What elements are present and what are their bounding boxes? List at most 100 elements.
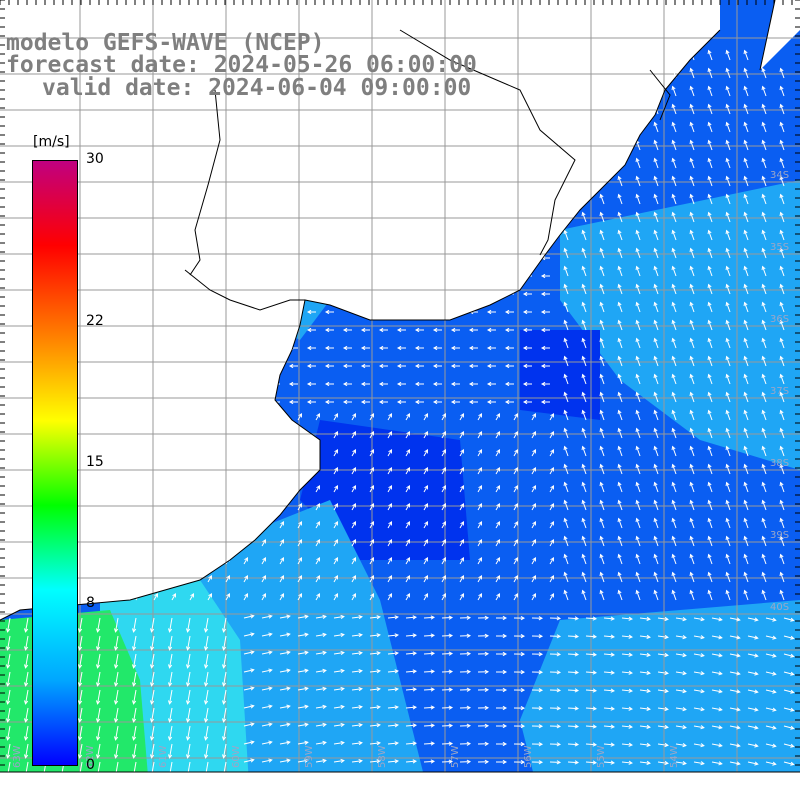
- wind-arrow: [405, 503, 411, 511]
- wind-arrow: [635, 427, 641, 439]
- wind-arrow: [725, 499, 731, 511]
- wind-arrow: [725, 337, 731, 349]
- wind-arrow: [351, 539, 357, 547]
- wind-arrow: [653, 337, 659, 349]
- wind-arrow: [747, 707, 759, 712]
- wind-arrow: [243, 614, 255, 619]
- wind-arrow: [617, 571, 623, 583]
- wind-arrow: [549, 539, 555, 547]
- wind-arrow: [369, 633, 381, 638]
- wind-arrow: [725, 553, 731, 565]
- wind-arrow: [675, 689, 687, 694]
- wind-arrow: [23, 653, 29, 669]
- wind-arrow: [617, 301, 623, 313]
- wind-arrow: [396, 345, 406, 351]
- wind-arrow: [603, 688, 615, 693]
- wind-arrow: [783, 689, 795, 694]
- wind-arrow: [549, 688, 562, 693]
- wind-arrow: [378, 381, 388, 387]
- wind-arrow: [581, 409, 587, 421]
- wind-arrow: [315, 413, 321, 421]
- wind-arrow: [306, 309, 316, 315]
- wind-arrow: [261, 539, 267, 547]
- wind-arrow: [621, 760, 633, 765]
- wind-arrow: [131, 689, 137, 705]
- wind-arrow: [585, 688, 598, 693]
- wind-arrow: [387, 593, 393, 601]
- wind-arrow: [405, 651, 418, 656]
- wind-arrow: [369, 593, 375, 601]
- wind-arrow: [351, 557, 357, 565]
- wind-arrow: [635, 553, 641, 565]
- wind-arrow: [653, 103, 659, 115]
- wind-arrow: [423, 669, 436, 674]
- wind-arrow: [423, 431, 429, 439]
- wind-arrow: [707, 67, 713, 79]
- wind-arrow: [761, 229, 767, 241]
- wind-arrow: [495, 615, 508, 621]
- wind-arrow: [563, 427, 569, 439]
- wind-arrow: [581, 229, 587, 241]
- wind-arrow: [441, 485, 447, 493]
- wind-arrow: [333, 686, 345, 692]
- wind-arrow: [522, 291, 532, 297]
- wind-arrow: [707, 553, 713, 565]
- wind-arrow: [635, 445, 641, 457]
- wind-arrow: [315, 593, 321, 601]
- wind-arrow: [369, 485, 375, 493]
- wind-arrow: [747, 671, 759, 676]
- wind-arrow: [783, 635, 795, 640]
- wind-arrow: [653, 319, 659, 331]
- wind-arrow: [540, 273, 550, 279]
- wind-arrow: [495, 449, 501, 457]
- latitude-label: 35S: [770, 242, 789, 253]
- wind-arrow: [779, 553, 785, 565]
- wind-arrow: [675, 761, 687, 766]
- longitude-label: 62W: [85, 745, 96, 768]
- wind-arrow: [423, 723, 436, 728]
- wind-arrow: [468, 345, 478, 351]
- wind-arrow: [131, 707, 137, 723]
- wind-arrow: [378, 327, 388, 333]
- wind-arrow: [599, 283, 605, 295]
- wind-arrow: [531, 593, 537, 601]
- wind-arrow: [333, 485, 339, 493]
- wind-arrow: [779, 283, 785, 295]
- wind-arrow: [779, 337, 785, 349]
- wind-arrow: [761, 427, 767, 439]
- wind-arrow: [459, 615, 472, 620]
- wind-arrow: [563, 499, 569, 511]
- wind-arrow: [486, 381, 496, 387]
- wind-arrow: [653, 229, 659, 241]
- wind-arrow: [599, 319, 605, 331]
- wind-arrow: [279, 539, 285, 547]
- wind-arrow: [5, 653, 11, 669]
- wind-arrow: [725, 49, 731, 61]
- wind-arrow: [689, 535, 695, 547]
- wind-arrow: [450, 363, 460, 369]
- wind-arrow: [707, 373, 713, 385]
- wind-arrow: [414, 381, 424, 387]
- wind-arrow: [77, 689, 83, 705]
- wind-arrow: [369, 651, 381, 656]
- wind-arrow: [765, 707, 777, 712]
- wind-arrow: [761, 319, 767, 331]
- wind-arrow: [689, 373, 695, 385]
- wind-arrow: [495, 593, 501, 601]
- wind-arrow: [761, 157, 767, 169]
- wind-arrow: [441, 651, 454, 656]
- wind-arrow: [423, 705, 436, 710]
- wind-arrow: [95, 671, 101, 687]
- wind-arrow: [635, 301, 641, 313]
- wind-arrow: [297, 593, 303, 601]
- wind-arrow: [549, 503, 555, 511]
- wind-arrow: [522, 309, 532, 315]
- wind-arrow: [459, 503, 465, 511]
- wind-arrow: [657, 742, 669, 748]
- wind-arrow: [693, 617, 705, 622]
- wind-arrow: [671, 265, 677, 277]
- wind-arrow: [653, 139, 659, 151]
- wind-arrow: [369, 575, 375, 583]
- wind-arrow: [477, 539, 483, 547]
- colorbar-tick-label: 8: [86, 595, 95, 612]
